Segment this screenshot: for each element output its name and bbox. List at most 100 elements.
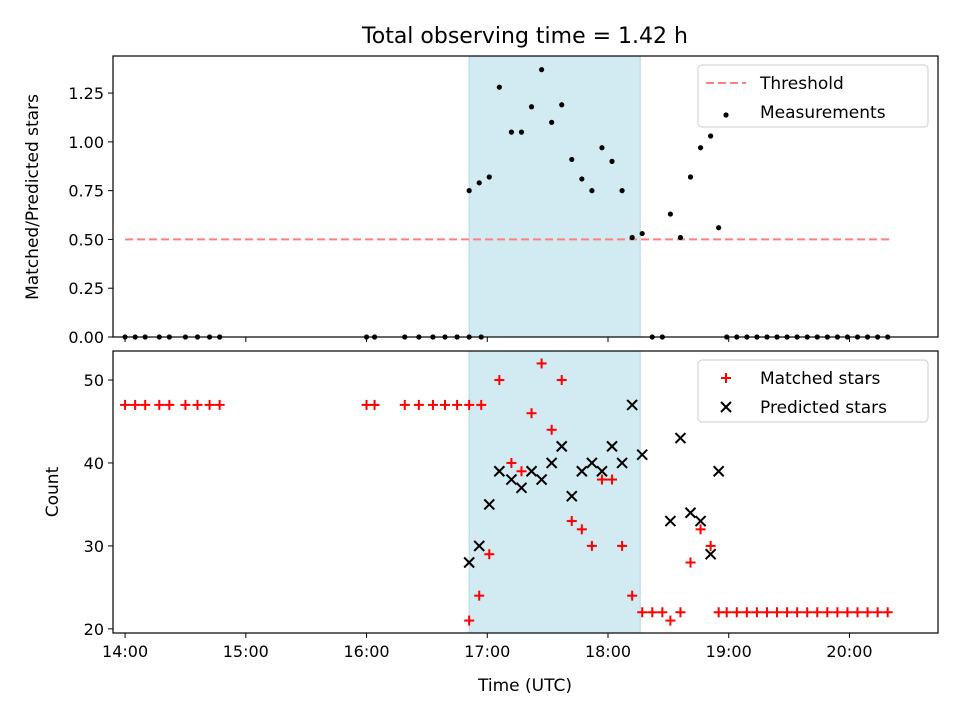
matched-star-marker bbox=[494, 375, 505, 386]
y-tick-label: 40 bbox=[84, 454, 104, 473]
predicted-star-marker bbox=[576, 465, 588, 477]
top-panel: 0.00 0.25 0.50 0.75 1.00 1.25 Matched/Predict… bbox=[23, 55, 939, 347]
measurement-point bbox=[697, 145, 704, 151]
bottom-x-axis-label: Time (UTC) bbox=[477, 676, 572, 696]
legend-label: Threshold bbox=[759, 74, 844, 94]
predicted-star-stroke-b bbox=[463, 556, 475, 569]
predicted-star-stroke-b bbox=[684, 507, 697, 519]
predicted-star-stroke-b bbox=[473, 540, 485, 552]
predicted-star-marker bbox=[674, 432, 687, 444]
predicted-star-marker bbox=[566, 490, 578, 502]
x-tick-label: 20:00 bbox=[826, 642, 872, 661]
measurement-point bbox=[496, 84, 502, 90]
predicted-star-marker bbox=[525, 465, 538, 477]
measurement-point bbox=[619, 188, 625, 194]
matched-star-marker bbox=[484, 549, 495, 560]
matched-star-marker bbox=[192, 399, 203, 410]
legend-measurement-swatch bbox=[723, 112, 729, 118]
matched-star-marker bbox=[741, 607, 752, 618]
matched-star-marker bbox=[526, 408, 537, 419]
predicted-star-stroke-b bbox=[545, 457, 558, 469]
bottom-y-ticks: 20 30 40 50 bbox=[84, 371, 113, 639]
matched-star-marker bbox=[464, 399, 475, 410]
matched-star-marker bbox=[751, 607, 762, 618]
bottom-marks bbox=[120, 358, 893, 626]
matched-star-marker bbox=[792, 607, 803, 618]
matched-star-marker bbox=[772, 607, 783, 618]
matched-star-marker bbox=[369, 399, 380, 410]
matched-star-marker bbox=[427, 399, 438, 410]
bottom-axes-frame bbox=[112, 350, 939, 634]
top-shaded-span bbox=[468, 55, 641, 338]
matched-star-marker bbox=[120, 399, 131, 410]
predicted-star-marker bbox=[463, 556, 475, 569]
y-tick-label: 1.25 bbox=[68, 84, 104, 103]
predicted-star-stroke-b bbox=[586, 457, 598, 469]
matched-star-marker bbox=[822, 607, 833, 618]
predicted-star-marker bbox=[483, 498, 495, 511]
matched-star-marker bbox=[576, 524, 587, 535]
predicted-star-stroke-b bbox=[596, 465, 608, 477]
measurement-point bbox=[599, 145, 605, 151]
predicted-star-stroke-b bbox=[704, 548, 717, 560]
x-tick-label: 14:00 bbox=[102, 642, 148, 661]
predicted-star-stroke-b bbox=[636, 448, 648, 461]
matched-star-marker bbox=[761, 607, 772, 618]
predicted-star-stroke-b bbox=[535, 473, 548, 486]
predicted-star-marker bbox=[712, 465, 725, 477]
predicted-star-stroke-b bbox=[616, 457, 628, 469]
predicted-star-stroke-b bbox=[505, 473, 518, 486]
matched-star-marker bbox=[596, 474, 607, 485]
legend-box bbox=[697, 359, 929, 423]
matched-star-marker bbox=[556, 375, 567, 386]
matched-star-marker bbox=[516, 466, 527, 477]
matched-star-marker bbox=[164, 399, 175, 410]
y-tick-label: 0.25 bbox=[68, 279, 104, 298]
top-x-ticks bbox=[124, 337, 850, 342]
matched-star-marker bbox=[617, 540, 628, 551]
matched-star-marker bbox=[474, 590, 485, 601]
legend-predicted-swatch-b bbox=[720, 401, 732, 413]
measurement-point bbox=[579, 176, 585, 182]
measurement-point bbox=[589, 188, 595, 194]
matched-star-marker bbox=[627, 590, 638, 601]
bottom-x-ticks: 14:00 15:00 16:00 17:00 18:00 19:00 20:00 bbox=[102, 633, 873, 661]
matched-star-marker bbox=[862, 607, 873, 618]
x-tick-label: 19:00 bbox=[706, 642, 752, 661]
matched-star-marker bbox=[214, 399, 225, 410]
matched-star-marker bbox=[399, 399, 410, 410]
matched-star-marker bbox=[665, 615, 676, 626]
y-tick-label: 0.00 bbox=[68, 328, 104, 347]
predicted-star-marker bbox=[556, 440, 568, 453]
matched-star-marker bbox=[705, 540, 716, 551]
matched-star-marker bbox=[695, 524, 706, 535]
matched-star-marker bbox=[413, 399, 424, 410]
predicted-star-marker bbox=[636, 448, 648, 461]
predicted-star-stroke-b bbox=[606, 440, 618, 453]
predicted-star-marker bbox=[704, 548, 717, 560]
matched-star-marker bbox=[842, 607, 853, 618]
measurement-point bbox=[677, 234, 684, 241]
matched-star-marker bbox=[536, 358, 547, 369]
matched-star-marker bbox=[685, 557, 696, 568]
predicted-star-marker bbox=[586, 457, 598, 469]
matched-star-marker bbox=[675, 607, 686, 618]
y-tick-label: 1.00 bbox=[68, 133, 104, 152]
predicted-star-marker bbox=[684, 507, 697, 519]
y-tick-label: 20 bbox=[84, 620, 104, 639]
legend-label: Matched stars bbox=[760, 369, 880, 389]
y-tick-label: 0.75 bbox=[68, 182, 104, 201]
x-tick-label: 15:00 bbox=[223, 642, 269, 661]
predicted-star-marker bbox=[545, 457, 558, 469]
y-tick-label: 50 bbox=[84, 371, 104, 390]
matched-star-marker bbox=[872, 607, 883, 618]
predicted-star-stroke-b bbox=[483, 498, 495, 511]
predicted-star-stroke-b bbox=[712, 465, 725, 477]
matched-star-marker bbox=[464, 615, 475, 626]
chart-title: Total observing time = 1.42 h bbox=[361, 24, 688, 49]
measurement-point bbox=[609, 158, 615, 164]
predicted-star-stroke-b bbox=[576, 465, 588, 477]
predicted-star-stroke-b bbox=[566, 490, 578, 502]
predicted-star-marker bbox=[616, 457, 628, 469]
measurement-point bbox=[486, 174, 492, 180]
